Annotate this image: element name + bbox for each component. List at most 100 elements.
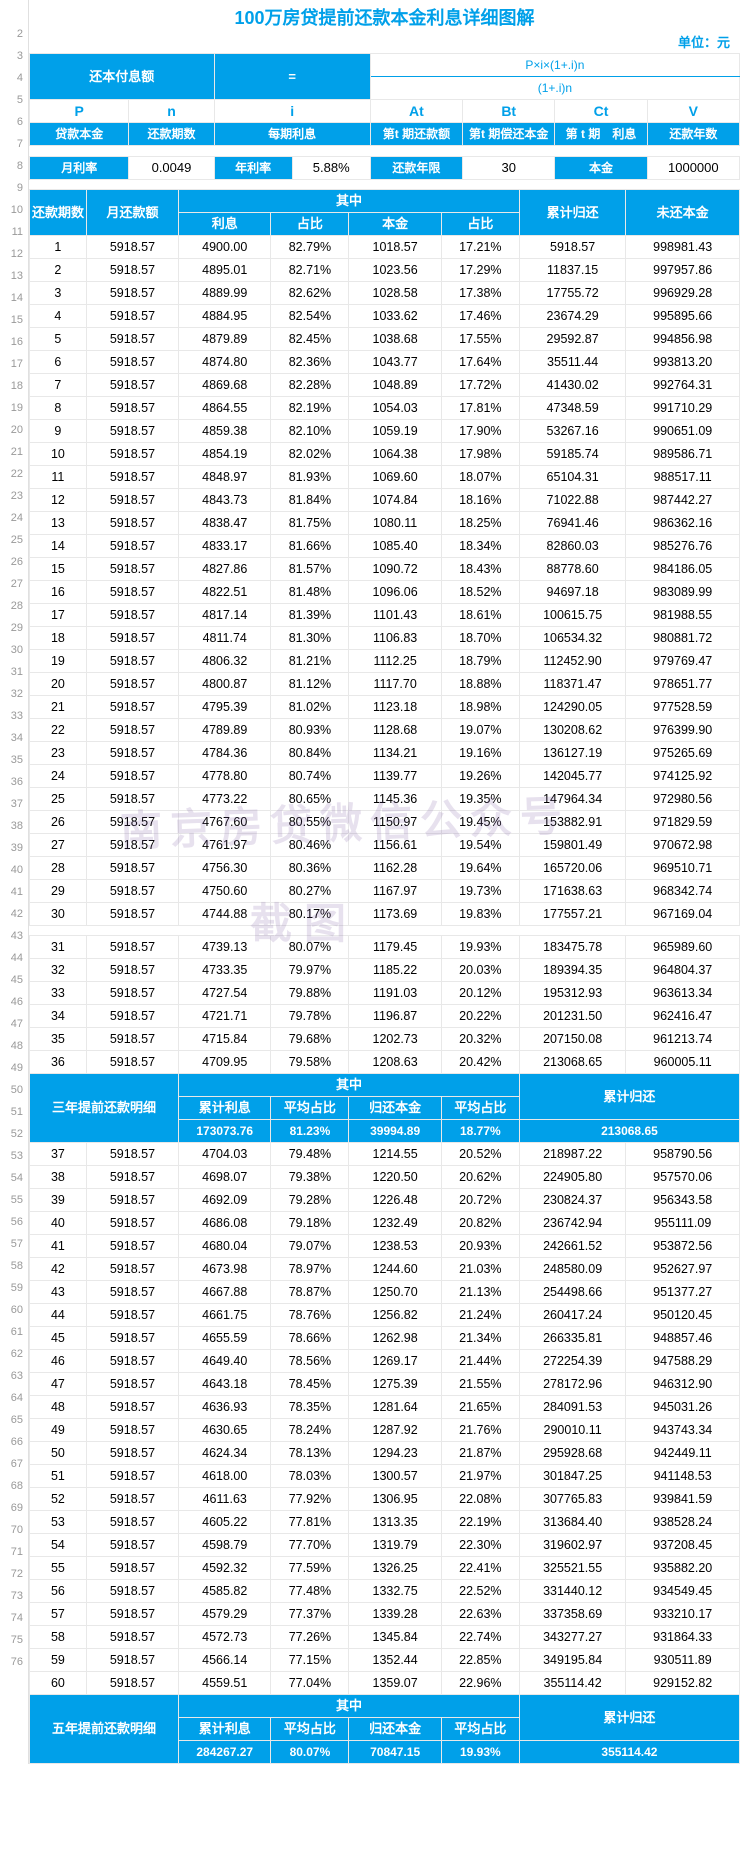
cell: 81.48% bbox=[271, 581, 349, 604]
cell: 79.97% bbox=[271, 959, 349, 982]
cell: 32 bbox=[30, 959, 87, 982]
cell: 82.71% bbox=[271, 259, 349, 282]
cell: 1306.95 bbox=[349, 1488, 441, 1511]
table-row: 585918.574572.7377.26%1345.8422.74%34327… bbox=[30, 1626, 740, 1649]
cell: 1106.83 bbox=[349, 627, 441, 650]
column-code: i bbox=[214, 100, 370, 123]
line-number: 28 bbox=[0, 595, 28, 617]
param-value: 30 bbox=[463, 156, 555, 179]
cell: 15 bbox=[30, 558, 87, 581]
cell: 2 bbox=[30, 259, 87, 282]
cell: 5918.57 bbox=[86, 1327, 178, 1350]
cell: 946312.90 bbox=[626, 1373, 740, 1396]
cell: 5918.57 bbox=[86, 1649, 178, 1672]
cell: 47348.59 bbox=[519, 397, 626, 420]
table-row: 115918.574848.9781.93%1069.6018.07%65104… bbox=[30, 466, 740, 489]
cell: 957570.06 bbox=[626, 1166, 740, 1189]
cell: 19.45% bbox=[441, 811, 519, 834]
cell: 24 bbox=[30, 765, 87, 788]
cell: 5918.57 bbox=[86, 1465, 178, 1488]
cell: 81.21% bbox=[271, 650, 349, 673]
cell: 355114.42 bbox=[519, 1672, 626, 1695]
cell: 22.63% bbox=[441, 1603, 519, 1626]
cell: 4618.00 bbox=[179, 1465, 271, 1488]
cell: 938528.24 bbox=[626, 1511, 740, 1534]
cell: 4661.75 bbox=[179, 1304, 271, 1327]
cell: 1196.87 bbox=[349, 1005, 441, 1028]
cell: 1250.70 bbox=[349, 1281, 441, 1304]
column-code: V bbox=[647, 100, 739, 123]
cell: 23674.29 bbox=[519, 305, 626, 328]
line-number: 51 bbox=[0, 1101, 28, 1123]
cell: 976399.90 bbox=[626, 719, 740, 742]
line-number: 20 bbox=[0, 419, 28, 441]
cell: 19.83% bbox=[441, 903, 519, 926]
cell: 21.65% bbox=[441, 1396, 519, 1419]
cell: 1226.48 bbox=[349, 1189, 441, 1212]
cell: 988517.11 bbox=[626, 466, 740, 489]
line-number: 33 bbox=[0, 705, 28, 727]
cell: 79.88% bbox=[271, 982, 349, 1005]
cell: 177557.21 bbox=[519, 903, 626, 926]
cell: 23 bbox=[30, 742, 87, 765]
cell: 5918.57 bbox=[86, 1580, 178, 1603]
table-row: 575918.574579.2977.37%1339.2822.63%33735… bbox=[30, 1603, 740, 1626]
cell: 4843.73 bbox=[179, 489, 271, 512]
cell: 1117.70 bbox=[349, 673, 441, 696]
cell: 4811.74 bbox=[179, 627, 271, 650]
cell: 4680.04 bbox=[179, 1235, 271, 1258]
cell: 4624.34 bbox=[179, 1442, 271, 1465]
cell: 49 bbox=[30, 1419, 87, 1442]
cell: 929152.82 bbox=[626, 1672, 740, 1695]
cell: 79.38% bbox=[271, 1166, 349, 1189]
cell: 4767.60 bbox=[179, 811, 271, 834]
cell: 80.65% bbox=[271, 788, 349, 811]
line-number: 8 bbox=[0, 155, 28, 177]
cell: 17.21% bbox=[441, 236, 519, 259]
cell: 4900.00 bbox=[179, 236, 271, 259]
cell: 5918.57 bbox=[86, 1143, 178, 1166]
table-row: 405918.574686.0879.18%1232.4920.82%23674… bbox=[30, 1212, 740, 1235]
cell: 972980.56 bbox=[626, 788, 740, 811]
table-row: 175918.574817.1481.39%1101.4318.61%10061… bbox=[30, 604, 740, 627]
cell: 81.57% bbox=[271, 558, 349, 581]
cell: 201231.50 bbox=[519, 1005, 626, 1028]
cell: 1191.03 bbox=[349, 982, 441, 1005]
cell: 349195.84 bbox=[519, 1649, 626, 1672]
cell: 5918.57 bbox=[86, 1626, 178, 1649]
cell: 272254.39 bbox=[519, 1350, 626, 1373]
formula-lhs: 还本付息额 bbox=[30, 54, 215, 100]
formula-numerator: P×i×(1+.i)n bbox=[370, 54, 739, 77]
cell: 79.07% bbox=[271, 1235, 349, 1258]
cell: 1185.22 bbox=[349, 959, 441, 982]
cell: 130208.62 bbox=[519, 719, 626, 742]
cell: 21.44% bbox=[441, 1350, 519, 1373]
cell: 59185.74 bbox=[519, 443, 626, 466]
cell: 5918.57 bbox=[86, 420, 178, 443]
cell: 5918.57 bbox=[86, 1672, 178, 1695]
cell: 5918.57 bbox=[86, 1442, 178, 1465]
table-row: 295918.574750.6080.27%1167.9719.73%17163… bbox=[30, 880, 740, 903]
table-row: 85918.574864.5582.19%1054.0317.81%47348.… bbox=[30, 397, 740, 420]
cell: 5918.57 bbox=[86, 282, 178, 305]
table-row: 545918.574598.7977.70%1319.7922.30%31960… bbox=[30, 1534, 740, 1557]
cell: 5918.57 bbox=[86, 834, 178, 857]
cell: 78.03% bbox=[271, 1465, 349, 1488]
cell: 1332.75 bbox=[349, 1580, 441, 1603]
cell: 4838.47 bbox=[179, 512, 271, 535]
line-number: 43 bbox=[0, 925, 28, 947]
cell: 5918.57 bbox=[86, 857, 178, 880]
cell: 81.84% bbox=[271, 489, 349, 512]
cell: 34 bbox=[30, 1005, 87, 1028]
line-number: 30 bbox=[0, 639, 28, 661]
cell: 35511.44 bbox=[519, 351, 626, 374]
table-row: 475918.574643.1878.45%1275.3921.55%27817… bbox=[30, 1373, 740, 1396]
cell: 43 bbox=[30, 1281, 87, 1304]
table-row: 315918.574739.1380.07%1179.4519.93%18347… bbox=[30, 936, 740, 959]
summary-col: 归还本金 bbox=[349, 1718, 441, 1741]
column-label: 贷款本金 bbox=[30, 123, 129, 146]
cell: 1232.49 bbox=[349, 1212, 441, 1235]
table-row: 595918.574566.1477.15%1352.4422.85%34919… bbox=[30, 1649, 740, 1672]
table-row: 145918.574833.1781.66%1085.4018.34%82860… bbox=[30, 535, 740, 558]
table-row: 135918.574838.4781.75%1080.1118.25%76941… bbox=[30, 512, 740, 535]
